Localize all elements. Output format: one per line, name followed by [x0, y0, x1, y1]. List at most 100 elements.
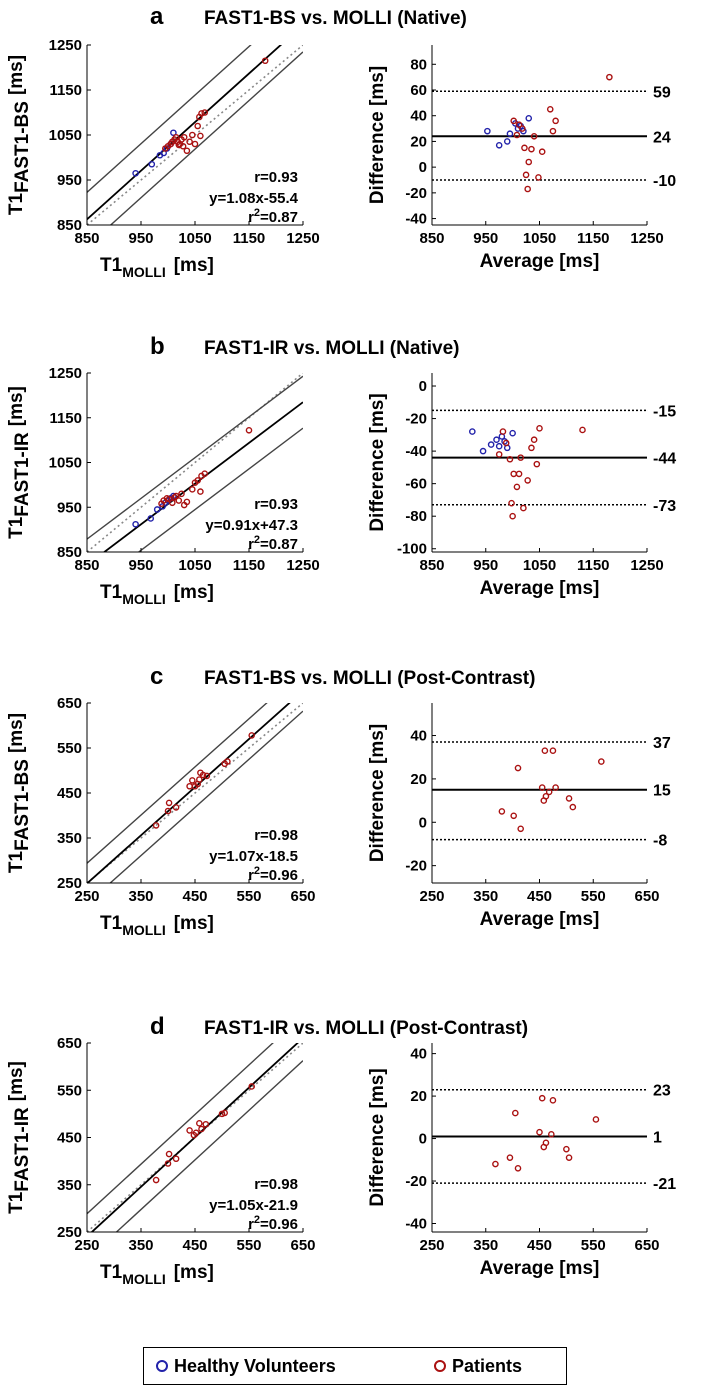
patient-point — [192, 1129, 200, 1137]
y-tick-label: -20 — [405, 858, 427, 875]
stat-r2-value: =0.96 — [260, 867, 298, 884]
patient-point — [492, 1160, 499, 1168]
patient-point — [508, 499, 515, 507]
y-axis-label-main: T1 — [6, 850, 27, 873]
patient-point — [521, 144, 528, 152]
patient-point — [513, 131, 521, 139]
patient-point — [188, 486, 196, 493]
mean-diff-label: 24 — [653, 129, 671, 146]
stat-r2: r2=0.96 — [248, 1214, 298, 1233]
stat-equation: y=1.08x-55.4 — [209, 190, 298, 207]
y-axis-label-main: T1 — [6, 1191, 27, 1214]
x-axis-label-sub: MOLLI — [122, 264, 166, 280]
y-tick-label: 1150 — [49, 410, 82, 427]
lower-ci-line — [109, 710, 303, 883]
x-tick-label: 1250 — [630, 230, 663, 247]
patient-point — [606, 73, 613, 81]
x-tick-label: 450 — [182, 888, 207, 905]
y-tick-label: 40 — [410, 1046, 427, 1063]
y-tick-label: 1050 — [49, 127, 82, 144]
patient-point — [530, 436, 538, 444]
upper-ci-line — [87, 375, 303, 540]
patient-point — [509, 512, 516, 520]
patient-point — [196, 776, 203, 783]
stat-r2-value: =0.96 — [260, 1216, 298, 1233]
bland-altman-plot: 23 1 -21 250 350 450 550 650 -40 -20 0 20 40 Average … — [367, 1043, 676, 1279]
panel-title: FAST1-BS vs. MOLLI (Post-Contrast) — [204, 668, 535, 689]
patient-point — [498, 808, 506, 815]
patient-point — [197, 488, 204, 495]
y-tick-label: 1250 — [49, 365, 82, 382]
x-axis-label: T1MOLLI [ms] — [100, 1262, 214, 1287]
patient-point — [552, 117, 559, 125]
patient-point — [579, 426, 586, 434]
patient-point — [198, 1125, 205, 1133]
volunteer-point — [479, 447, 487, 455]
lower-loa-label: -21 — [653, 1176, 676, 1193]
x-axis-label-unit: [ms] — [174, 582, 214, 603]
stat-r: r=0.98 — [254, 1176, 298, 1193]
patient-point — [548, 1131, 555, 1138]
y-axis-label: Difference [ms] — [367, 724, 388, 862]
upper-loa-label: 59 — [653, 84, 671, 101]
legend-volunteers-label: Healthy Volunteers — [174, 1355, 336, 1376]
volunteer-point — [132, 169, 139, 177]
legend: Healthy Volunteers Patients — [143, 1347, 567, 1385]
patient-point — [513, 483, 521, 491]
patient-point — [201, 470, 209, 477]
x-tick-label: 350 — [128, 1237, 153, 1254]
patient-point — [165, 495, 173, 503]
patient-point — [201, 109, 209, 116]
y-axis-label: T1FAST1-BS [ms] — [6, 55, 33, 215]
patient-point — [224, 758, 231, 765]
y-tick-label: 850 — [57, 217, 82, 234]
patient-point — [549, 127, 557, 135]
patient-point — [533, 460, 541, 468]
patient-point — [172, 1155, 180, 1163]
legend-patients: Patients — [434, 1356, 522, 1377]
patient-point — [515, 121, 523, 129]
lower-ci-line — [109, 51, 303, 225]
identity-line — [87, 373, 303, 552]
stat-r: r=0.93 — [254, 496, 298, 513]
panel-title: FAST1-BS vs. MOLLI (Native) — [204, 8, 467, 29]
upper-ci-line — [87, 45, 252, 193]
y-tick-label: 550 — [57, 1082, 82, 1099]
stat-r2-sup: 2 — [254, 865, 260, 877]
patient-point — [514, 764, 522, 772]
x-axis-label-unit: [ms] — [174, 255, 214, 276]
patient-point — [202, 1120, 210, 1128]
upper-ci-line — [87, 703, 268, 864]
x-tick-label: 650 — [634, 888, 659, 905]
legend-volunteers-marker — [156, 1360, 168, 1372]
y-tick-label: 80 — [410, 56, 427, 73]
patient-point — [186, 1127, 193, 1134]
x-tick-label: 250 — [74, 1237, 99, 1254]
x-tick-label: 1150 — [577, 557, 610, 574]
mean-diff-label: 15 — [653, 783, 671, 800]
upper-ci-line — [87, 1043, 274, 1215]
x-axis-label-main: T1 — [100, 255, 123, 276]
y-axis-label-sub: FAST1-BS — [12, 101, 33, 193]
patient-point — [180, 133, 188, 141]
panel-title: FAST1-IR vs. MOLLI (Post-Contrast) — [204, 1018, 528, 1039]
patient-point — [164, 1160, 172, 1167]
lower-loa-label: -8 — [653, 833, 667, 850]
y-axis-label: T1FAST1-IR [ms] — [6, 386, 33, 539]
y-tick-label: 0 — [419, 159, 427, 176]
regression-line — [87, 703, 291, 883]
x-tick-label: 950 — [128, 230, 153, 247]
patient-point — [186, 138, 193, 146]
y-tick-label: 350 — [57, 830, 82, 847]
x-tick-label: 250 — [74, 888, 99, 905]
y-axis-label-unit: [ms] — [6, 1061, 27, 1101]
volunteer-point — [153, 506, 161, 513]
stat-r2-sup: 2 — [254, 1214, 260, 1226]
patient-point — [549, 747, 557, 755]
y-tick-label: 650 — [57, 695, 82, 712]
patient-point — [542, 1139, 550, 1147]
patient-point — [510, 470, 518, 478]
patient-point — [552, 784, 559, 791]
y-tick-label: -100 — [397, 541, 427, 558]
